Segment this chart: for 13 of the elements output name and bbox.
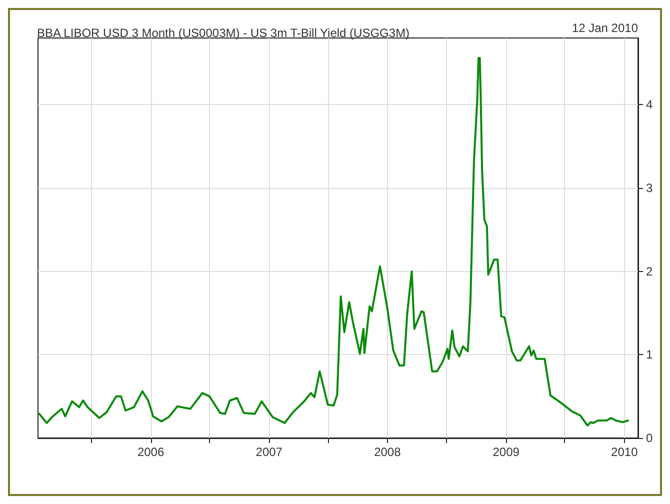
chart-title: BBA LIBOR USD 3 Month (US0003M) - US 3m T-Bill Yield (USGG3M) — [37, 26, 410, 40]
y-tick-label: 4 — [646, 98, 653, 112]
y-tick-label: 1 — [646, 348, 653, 362]
x-tick-label: 2008 — [374, 445, 402, 459]
y-tick-label: 2 — [646, 264, 653, 278]
x-tick-label: 2007 — [256, 445, 283, 459]
y-tick-label: 0 — [646, 431, 653, 445]
x-tick-label: 2006 — [137, 445, 164, 459]
line-series — [38, 57, 629, 426]
x-tick-label: 2010 — [611, 445, 638, 459]
y-tick-label: 3 — [646, 181, 653, 195]
text: 12 Jan 2010 — [572, 21, 638, 35]
x-tick-label: 2009 — [492, 445, 520, 459]
